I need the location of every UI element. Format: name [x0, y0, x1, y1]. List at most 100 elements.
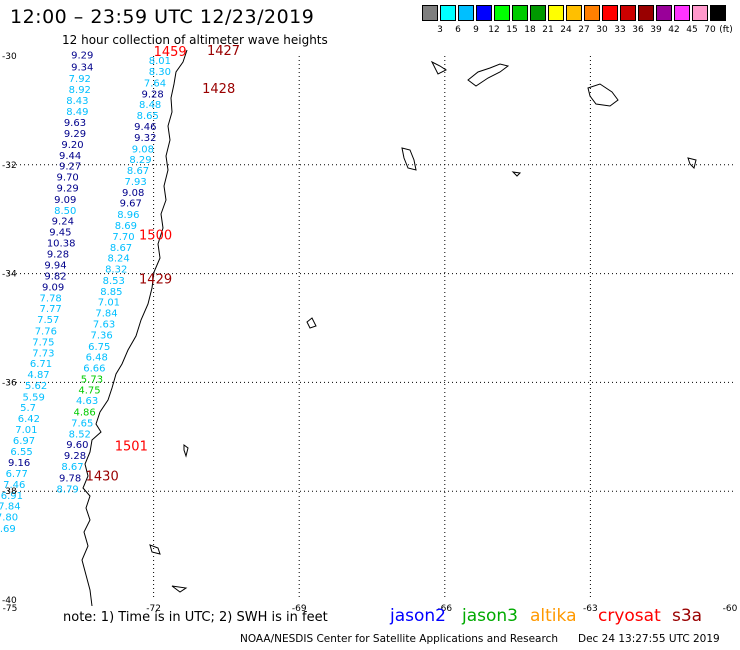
legend-swatch [440, 5, 456, 21]
island-7 [687, 157, 697, 169]
wave-height-value: 9.08 [132, 144, 154, 155]
generation-timestamp: Dec 24 13:27:55 UTC 2019 [578, 633, 720, 645]
island-8 [306, 317, 317, 329]
pass-time-label: 1500 [139, 228, 172, 243]
wave-height-value: 4.63 [76, 396, 98, 407]
time-label-layer: 1459 1427 1428 1500 1429 1501 1430 [86, 44, 240, 484]
lon-tick-label: -72 [146, 604, 161, 614]
wave-height-value: 7.75 [32, 337, 54, 348]
pass-time-label: 1427 [207, 44, 240, 59]
wave-height-value: 10.38 [47, 238, 76, 249]
legend-tick-label: 21 [542, 25, 554, 35]
wave-height-value: 9.16 [8, 458, 30, 469]
wave-height-value: 6.42 [18, 414, 40, 425]
wave-height-value: 7.92 [69, 74, 91, 85]
wave-height-value: 7.69 [0, 524, 16, 535]
wave-height-value: 9.70 [57, 173, 79, 184]
wave-height-value: 9.09 [42, 282, 64, 293]
wave-height-value: 7.36 [91, 330, 113, 341]
legend-swatch [566, 5, 582, 21]
legend-swatch [458, 5, 474, 21]
wave-height-value: 8.79 [57, 484, 79, 495]
legend-swatch [710, 5, 726, 21]
wave-height-value: 8.96 [117, 210, 139, 221]
wave-height-value: 7.46 [3, 480, 25, 491]
wave-height-value: 5.73 [81, 374, 103, 385]
lat-tick-label: -40 [2, 596, 17, 606]
legend-swatch [674, 5, 690, 21]
legend-tick-label: 24 [560, 25, 572, 35]
wave-height-value: 7.84 [95, 309, 117, 320]
wave-height-value: 8.53 [103, 276, 125, 287]
lon-tick-label: -75 [3, 604, 18, 614]
wave-height-value: 7.64 [144, 78, 166, 89]
wave-height-value: 9.94 [44, 261, 66, 272]
pass-time-label: 1430 [86, 469, 119, 484]
wave-height-value: 7.84 [0, 502, 21, 513]
wave-height-value: 7.70 [112, 232, 134, 243]
chile-coastline [81, 49, 188, 607]
wave-height-value: 6.77 [6, 469, 28, 480]
wave-height-value: 8.29 [129, 155, 151, 166]
lon-tick-label: -69 [292, 604, 307, 614]
wave-height-value: 7.76 [35, 327, 57, 338]
map-subtitle: 12 hour collection of altimeter wave hei… [62, 33, 328, 47]
island-2 [149, 544, 161, 555]
wave-height-value: 6.75 [88, 342, 110, 353]
wave-height-value: 8.24 [107, 254, 129, 265]
wave-height-value: 8.01 [149, 56, 171, 67]
lon-tick-label: -63 [583, 604, 598, 614]
satellite-jason2: jason2 [390, 606, 446, 626]
wave-height-value: 4.87 [27, 370, 49, 381]
satellite-cryosat: cryosat [598, 606, 661, 626]
island-1 [183, 444, 189, 458]
wave-height-value: 9.29 [57, 183, 79, 194]
wave-height-value: 9.28 [141, 89, 163, 100]
wave-height-value: 8.52 [69, 429, 91, 440]
lat-tick-label: -36 [2, 378, 17, 388]
wave-height-value: 9.63 [64, 118, 86, 129]
wave-height-value: 9.28 [64, 451, 86, 462]
wave-height-value: 6.97 [13, 436, 35, 447]
legend-swatch [548, 5, 564, 21]
lat-tick-label: -32 [2, 161, 17, 171]
legend-tick-label: 3 [437, 25, 443, 35]
wave-height-value: 9.82 [44, 272, 66, 283]
wave-height-value: 9.34 [71, 63, 93, 74]
legend-swatch [476, 5, 492, 21]
wave-height-value: 4.75 [78, 385, 100, 396]
wave-height-value: 6.71 [30, 359, 52, 370]
island-5 [401, 147, 417, 171]
wave-height-value: 7.01 [98, 298, 120, 309]
wave-height-value: 8.49 [66, 107, 88, 118]
wave-height-value: 8.50 [54, 206, 76, 217]
legend-tick-label: 27 [578, 25, 590, 35]
legend-tick-label: 6 [455, 25, 461, 35]
legend-swatch [692, 5, 708, 21]
wave-height-value: 9.78 [59, 473, 81, 484]
lon-tick-label: -66 [437, 604, 452, 614]
wave-height-value: 8.92 [69, 85, 91, 96]
island-4 [430, 60, 447, 75]
legend-swatch [584, 5, 600, 21]
wave-height-value: 9.29 [71, 51, 93, 62]
legend-tick-label: 30 [596, 25, 608, 35]
wave-height-value: 7.65 [71, 418, 93, 429]
wave-height-value: 7.01 [15, 425, 37, 436]
legend-tick-label: 45 [686, 25, 698, 35]
falkland-like-shape [587, 83, 619, 107]
lat-tick-label: -34 [2, 270, 17, 280]
wave-height-value: 8.69 [115, 221, 137, 232]
legend-tick-label: 36 [632, 25, 644, 35]
pass-time-label: 1429 [139, 272, 172, 287]
wave-height-value: 8.48 [139, 100, 161, 111]
south-georgia-fragment [467, 63, 510, 87]
latitude-axis: -30 -32 -34 -36 -38 -40 [2, 52, 17, 606]
wave-height-value: 9.24 [52, 217, 74, 228]
legend-unit: (ft) [719, 25, 733, 35]
observation-layer: 9.299.347.928.928.438.499.639.299.209.44… [0, 51, 171, 535]
legend-swatch [602, 5, 618, 21]
wave-height-value: 9.46 [134, 122, 156, 133]
credit-line: NOAA/NESDIS Center for Satellite Applica… [240, 633, 558, 645]
